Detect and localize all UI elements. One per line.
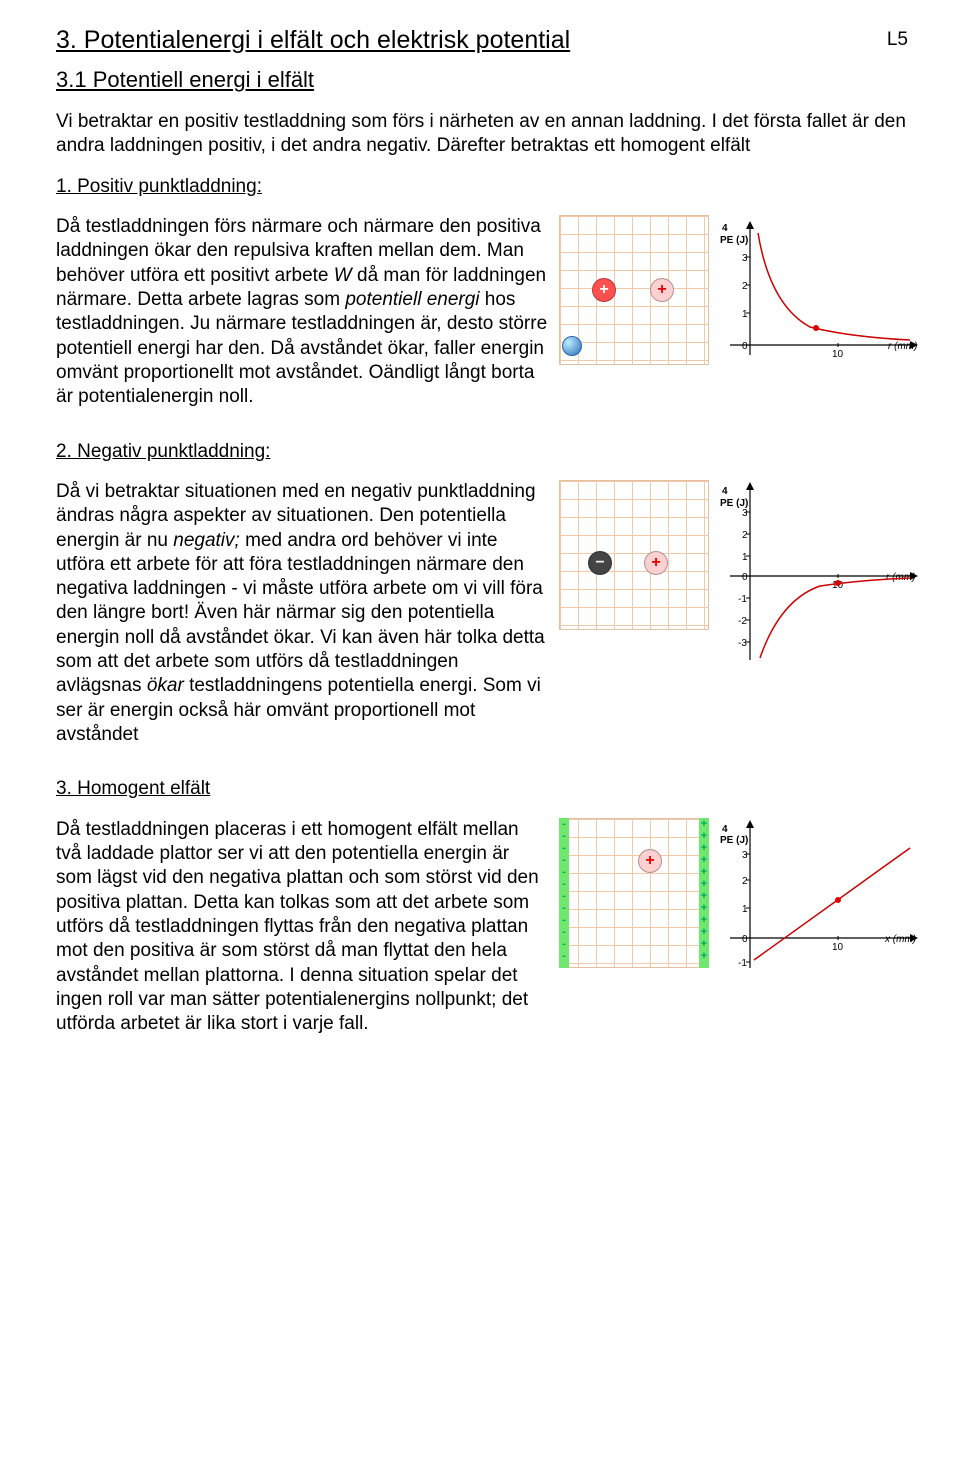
chart-negative: 4 PE (J) 3 2 1 0 -1 -2 -3 10 r (mm) xyxy=(720,480,920,670)
negative-plate: ------------ xyxy=(559,818,569,968)
globe-icon xyxy=(562,336,582,356)
diagram-positive: + + xyxy=(559,215,709,365)
section-3-row: Då testladdningen placeras i ett homogen… xyxy=(56,818,920,1053)
svg-text:0: 0 xyxy=(742,934,748,945)
svg-text:4: 4 xyxy=(722,824,728,835)
svg-text:-3: -3 xyxy=(738,638,747,649)
svg-text:2: 2 xyxy=(742,281,748,292)
section-3-body: Då testladdningen placeras i ett homogen… xyxy=(56,818,548,1037)
svg-text:4: 4 xyxy=(722,223,728,234)
test-charge-icon: + xyxy=(650,278,674,302)
svg-text:0: 0 xyxy=(742,341,748,352)
svg-text:PE (J): PE (J) xyxy=(720,835,748,846)
main-title: 3. Potentialenergi i elfält och elektris… xyxy=(56,24,920,56)
page-number: L5 xyxy=(887,28,908,52)
section-1-row: Då testladdningen förs närmare och närma… xyxy=(56,215,920,426)
svg-text:1: 1 xyxy=(742,552,748,563)
svg-text:3: 3 xyxy=(742,508,748,519)
diagram-homogeneous: ------------ ++++++++++++ + xyxy=(559,818,709,968)
svg-text:1: 1 xyxy=(742,904,748,915)
svg-text:-1: -1 xyxy=(738,958,747,969)
chart-positive: 4 PE (J) 3 2 1 0 10 r (mm) xyxy=(720,215,920,375)
test-charge-icon: + xyxy=(644,551,668,575)
fixed-negative-charge-icon: − xyxy=(588,551,612,575)
section-3-heading: 3. Homogent elfält xyxy=(56,777,920,801)
section-1-heading: 1. Positiv punktladdning: xyxy=(56,175,920,199)
svg-text:2: 2 xyxy=(742,530,748,541)
test-charge-icon: + xyxy=(638,849,662,873)
section-1-body: Då testladdningen förs närmare och närma… xyxy=(56,215,548,410)
svg-text:2: 2 xyxy=(742,876,748,887)
section-2-heading: 2. Negativ punktladdning: xyxy=(56,440,920,464)
svg-text:10: 10 xyxy=(832,942,844,953)
section-2-body: Då vi betraktar situationen med en negat… xyxy=(56,480,548,747)
svg-text:3: 3 xyxy=(742,253,748,264)
positive-plate: ++++++++++++ xyxy=(699,818,709,968)
fixed-positive-charge-icon: + xyxy=(592,278,616,302)
svg-text:r (mm): r (mm) xyxy=(888,341,917,352)
svg-text:x (mm): x (mm) xyxy=(884,934,916,945)
svg-text:-2: -2 xyxy=(738,616,747,627)
svg-text:PE (J): PE (J) xyxy=(720,235,748,246)
svg-text:0: 0 xyxy=(742,572,748,583)
svg-text:4: 4 xyxy=(722,486,728,497)
svg-text:3: 3 xyxy=(742,850,748,861)
diagram-negative: − + xyxy=(559,480,709,630)
chart-homogeneous: 4 PE (J) 3 2 1 0 -1 10 x (mm) xyxy=(720,818,920,978)
subtitle: 3.1 Potentiell energi i elfält xyxy=(56,66,920,94)
svg-text:10: 10 xyxy=(832,349,844,360)
svg-text:1: 1 xyxy=(742,309,748,320)
svg-text:-1: -1 xyxy=(738,594,747,605)
section-2-row: Då vi betraktar situationen med en negat… xyxy=(56,480,920,763)
intro-paragraph: Vi betraktar en positiv testladdning som… xyxy=(56,110,920,159)
svg-text:r (mm): r (mm) xyxy=(886,572,915,583)
